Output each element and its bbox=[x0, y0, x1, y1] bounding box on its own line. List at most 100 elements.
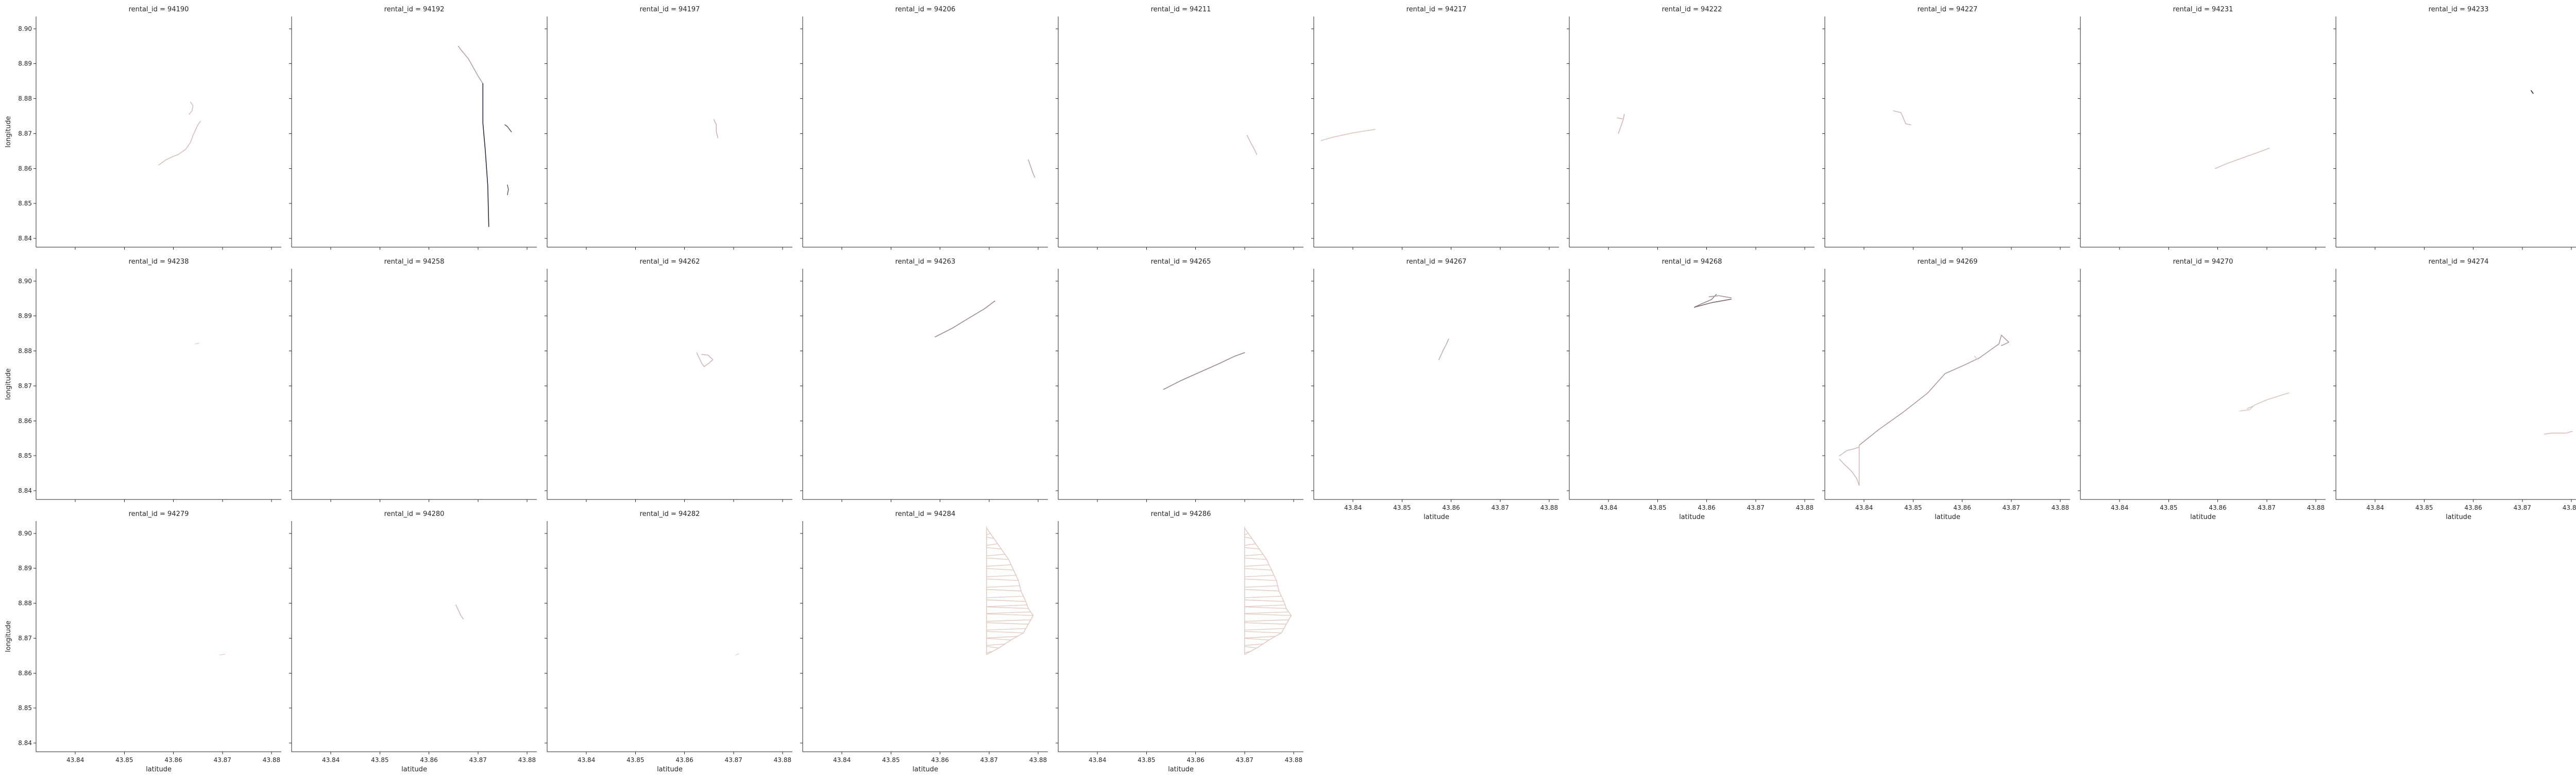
y-tick-label: 8.85 bbox=[18, 200, 32, 207]
series-line-cluster-2 bbox=[986, 547, 1002, 549]
y-tick-label: 8.87 bbox=[18, 382, 32, 389]
x-tick-label: 43.84 bbox=[1855, 504, 1873, 511]
facet-title: rental_id = 94269 bbox=[1918, 258, 1978, 266]
facet-panel-94269: rental_id = 94269 43.84 43.85 43.86 43.87 43.… bbox=[1822, 258, 2070, 521]
series-line-cluster-19 bbox=[507, 184, 509, 195]
series-line-cluster-2 bbox=[1244, 619, 1289, 622]
series-line-cluster-2 bbox=[986, 575, 1016, 577]
series-line-cluster-2 bbox=[1244, 528, 1292, 655]
facet-panel-94263: rental_id = 94263 bbox=[800, 258, 1048, 502]
x-tick-label: 43.86 bbox=[1187, 756, 1204, 764]
x-axis-label: latitude bbox=[2446, 513, 2471, 521]
x-tick-label: 43.86 bbox=[420, 756, 437, 764]
x-tick-label: 43.86 bbox=[931, 756, 948, 764]
series-line-cluster-2 bbox=[986, 554, 1005, 557]
facet-panel-94262: rental_id = 94262 bbox=[545, 258, 792, 502]
facet-title: rental_id = 94217 bbox=[1406, 6, 1467, 13]
x-tick-label: 43.85 bbox=[2415, 504, 2433, 511]
series-line-cluster-2 bbox=[986, 638, 1011, 641]
series-line-cluster-28 bbox=[482, 83, 489, 227]
y-tick-label: 8.88 bbox=[18, 95, 32, 102]
facet-title: rental_id = 94211 bbox=[1151, 6, 1211, 13]
facet-panel-94267: rental_id = 94267 43.84 43.85 43.86 43.87 43.… bbox=[1311, 258, 1559, 521]
x-axis-label: latitude bbox=[1935, 513, 1960, 521]
series-line-cluster-2 bbox=[1244, 596, 1282, 598]
y-tick-label: 8.84 bbox=[18, 487, 32, 494]
series-line-cluster-5 bbox=[1839, 444, 1860, 486]
x-tick-label: 43.87 bbox=[214, 756, 231, 764]
x-tick-label: 43.87 bbox=[2258, 504, 2276, 511]
x-tick-label: 43.88 bbox=[1285, 756, 1302, 764]
x-tick-label: 43.84 bbox=[2366, 504, 2384, 511]
series-line-cluster-4 bbox=[158, 120, 201, 166]
series-line-cluster-2 bbox=[1244, 605, 1285, 607]
series-line-cluster-2 bbox=[1244, 638, 1269, 641]
facet-panel-94222: rental_id = 94222 bbox=[1567, 6, 1815, 250]
facet-panel-94233: rental_id = 94233 bbox=[2333, 6, 2576, 250]
y-tick-label: 8.90 bbox=[18, 25, 32, 32]
series-line-cluster-5 bbox=[455, 605, 464, 619]
x-tick-label: 43.85 bbox=[1393, 504, 1411, 511]
series-line-cluster-2 bbox=[986, 564, 1011, 567]
series-line-cluster-2 bbox=[986, 528, 1034, 655]
x-tick-label: 43.86 bbox=[2464, 504, 2482, 511]
series-line-cluster-2 bbox=[1244, 547, 1260, 549]
x-axis-label: latitude bbox=[657, 766, 683, 773]
facet-panel-94284: rental_id = 94284 43.84 43.85 43.86 43.87 43.… bbox=[800, 510, 1048, 773]
facet-panel-94258: rental_id = 94258 bbox=[289, 258, 537, 502]
series-line-cluster-2 bbox=[986, 622, 1028, 625]
y-tick-label: 8.87 bbox=[18, 130, 32, 137]
x-tick-label: 43.84 bbox=[322, 756, 340, 764]
series-line-cluster-3 bbox=[2246, 405, 2253, 409]
x-tick-label: 43.87 bbox=[1747, 504, 1765, 511]
facet-panel-94192: rental_id = 94192 bbox=[289, 6, 537, 250]
y-tick-label: 8.87 bbox=[18, 634, 32, 642]
facet-panel-94238: rental_id = 94238 8.84 8.85 8.86 8.87 8.88 8.8… bbox=[5, 258, 281, 502]
series-line-cluster-2 bbox=[1244, 643, 1263, 646]
facet-title: rental_id = 94268 bbox=[1662, 258, 1722, 266]
series-line-cluster-2 bbox=[1244, 631, 1282, 633]
series-line-cluster-2 bbox=[1974, 355, 1978, 360]
series-line-cluster-5 bbox=[696, 352, 714, 367]
series-line-cluster-2 bbox=[1244, 611, 1289, 614]
facet-panel-94211: rental_id = 94211 bbox=[1056, 6, 1303, 250]
x-tick-label: 43.87 bbox=[1236, 756, 1253, 764]
series-line-cluster-20 bbox=[504, 124, 512, 132]
facet-panel-94227: rental_id = 94227 bbox=[1822, 6, 2070, 250]
x-tick-label: 43.84 bbox=[1600, 504, 1617, 511]
series-line-cluster-6 bbox=[713, 119, 719, 139]
series-line-cluster-2 bbox=[1244, 564, 1269, 567]
y-tick-label: 8.84 bbox=[18, 235, 32, 242]
x-tick-label: 43.85 bbox=[1904, 504, 1922, 511]
x-tick-label: 43.84 bbox=[578, 756, 595, 764]
x-tick-label: 43.84 bbox=[2111, 504, 2128, 511]
x-axis-label: latitude bbox=[146, 766, 172, 773]
series-line-cluster-2 bbox=[986, 533, 991, 536]
series-line-cluster-2 bbox=[986, 589, 1021, 592]
facet-title: rental_id = 94286 bbox=[1151, 510, 1211, 518]
facet-panel-94190: rental_id = 94190 8.84 8.85 8.86 8.87 8.88 8.8… bbox=[5, 6, 281, 250]
y-tick-label: 8.85 bbox=[18, 704, 32, 712]
series-line-cluster-3 bbox=[2239, 392, 2290, 412]
x-tick-label: 43.88 bbox=[774, 756, 791, 764]
facet-title: rental_id = 94267 bbox=[1406, 258, 1467, 266]
x-tick-label: 43.86 bbox=[675, 756, 693, 764]
y-tick-label: 8.86 bbox=[18, 165, 32, 172]
series-line-cluster-5 bbox=[1617, 117, 1623, 119]
y-tick-label: 8.84 bbox=[18, 739, 32, 747]
series-line-cluster-2 bbox=[986, 599, 1026, 602]
x-axis-label: latitude bbox=[1679, 513, 1705, 521]
series-line-cluster-2 bbox=[1244, 533, 1249, 536]
x-tick-label: 43.86 bbox=[1698, 504, 1715, 511]
series-line-cluster-2 bbox=[986, 643, 1005, 646]
facet-panel-94270: rental_id = 94270 43.84 43.85 43.86 43.87 43.… bbox=[2078, 258, 2326, 521]
x-tick-label: 43.86 bbox=[1953, 504, 1971, 511]
facet-title: rental_id = 94258 bbox=[384, 258, 445, 266]
x-tick-label: 43.84 bbox=[1344, 504, 1362, 511]
y-tick-label: 8.85 bbox=[18, 452, 32, 459]
series-line-cluster-2 bbox=[986, 596, 1024, 598]
series-line-cluster-2 bbox=[1244, 636, 1276, 638]
x-tick-label: 43.88 bbox=[2052, 504, 2069, 511]
y-tick-label: 8.89 bbox=[18, 313, 32, 320]
